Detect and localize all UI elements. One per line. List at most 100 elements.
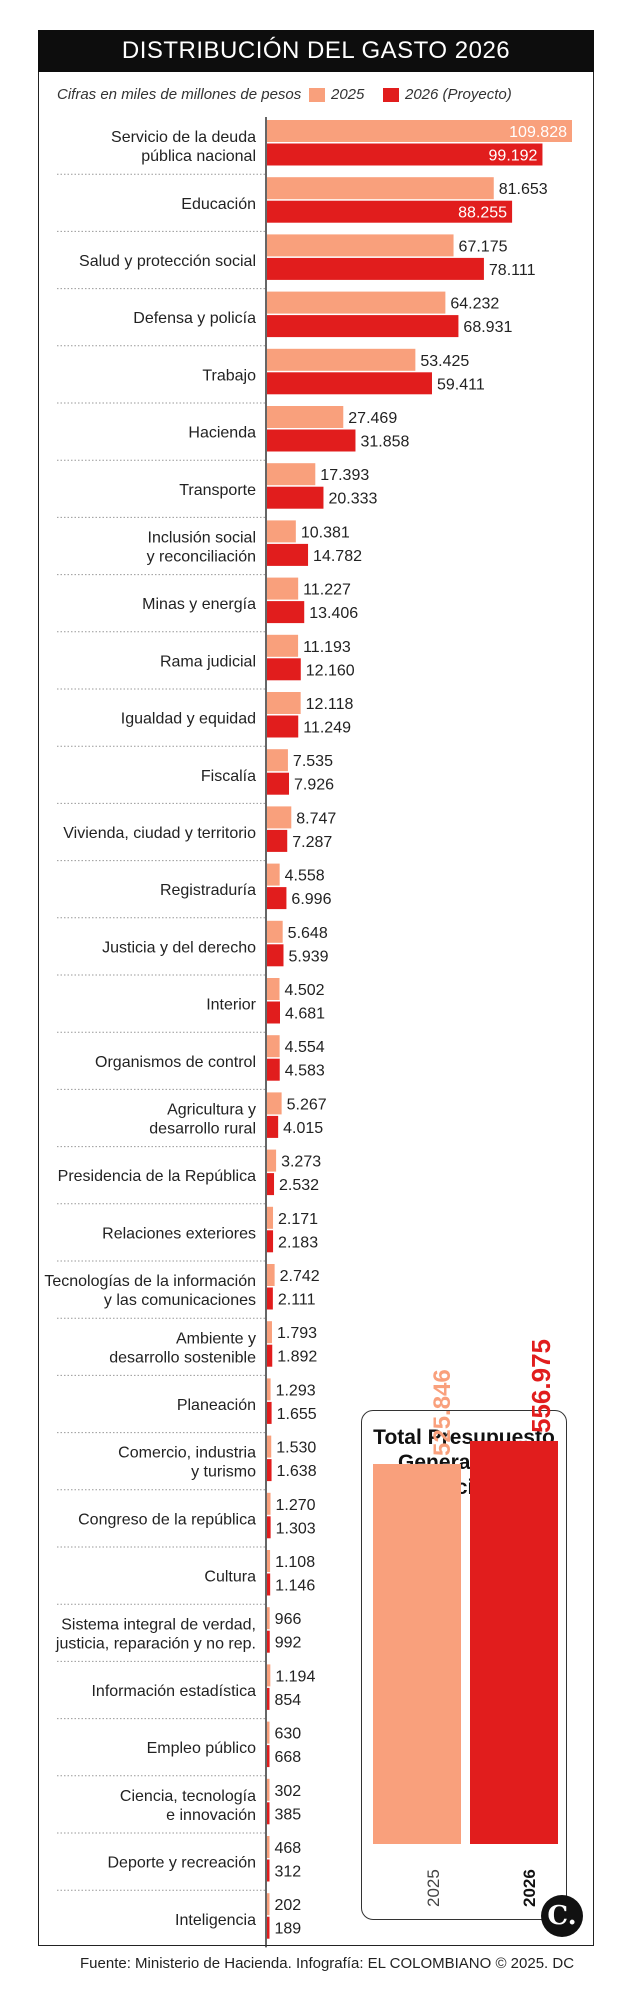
category-label: Relaciones exteriores bbox=[102, 1225, 256, 1242]
legend-label-2026: 2026 (Proyecto) bbox=[405, 86, 512, 103]
legend-swatch-2026 bbox=[383, 87, 399, 102]
bar-2025 bbox=[267, 634, 299, 657]
bar-2026 bbox=[267, 944, 284, 967]
value-label-2026: 13.406 bbox=[309, 605, 358, 622]
category-label: Hacienda bbox=[188, 425, 256, 442]
value-label-2025: 10.381 bbox=[301, 524, 350, 541]
bar-2025 bbox=[267, 863, 280, 886]
chart-subtitle: Cifras en miles de millones de pesos bbox=[57, 86, 302, 103]
value-label-2025: 2.742 bbox=[280, 1268, 320, 1285]
category-label: Ambiente y bbox=[176, 1330, 256, 1347]
value-label-2026: 1.303 bbox=[276, 1520, 316, 1537]
category-label: Inclusión social bbox=[148, 530, 257, 547]
bar-2025 bbox=[267, 463, 316, 486]
category-label: Registraduría bbox=[160, 882, 256, 899]
value-label-2025: 4.502 bbox=[285, 982, 325, 999]
value-label-2026: 31.858 bbox=[360, 434, 409, 451]
category-label: Minas y energía bbox=[142, 596, 256, 613]
bar-2025 bbox=[267, 177, 494, 200]
category-label: Empleo público bbox=[147, 1740, 257, 1757]
bar-2026 bbox=[267, 429, 356, 452]
bar-2026 bbox=[267, 829, 288, 852]
value-label-2025: 4.558 bbox=[285, 868, 325, 885]
value-label-2026: 7.926 bbox=[294, 777, 334, 794]
value-label-2026: 78.111 bbox=[489, 262, 536, 279]
bar-2025 bbox=[267, 806, 292, 829]
total-value-2025: 525.846 bbox=[429, 1369, 456, 1456]
value-label-2026: 854 bbox=[275, 1692, 302, 1709]
bar-2025 bbox=[267, 1893, 270, 1916]
value-label-2025: 8.747 bbox=[296, 810, 336, 827]
chart-title: DISTRIBUCIÓN DEL GASTO 2026 bbox=[38, 30, 594, 72]
bar-2025 bbox=[267, 749, 288, 772]
bar-2026 bbox=[267, 372, 432, 395]
value-label-2026: 99.192 bbox=[489, 148, 538, 165]
value-label-2025: 27.469 bbox=[348, 410, 397, 427]
value-label-2025: 5.267 bbox=[287, 1096, 327, 1113]
value-label-2026: 11.249 bbox=[303, 720, 351, 737]
value-label-2025: 81.653 bbox=[499, 181, 548, 198]
value-label-2025: 17.393 bbox=[320, 467, 369, 484]
total-bar-2026 bbox=[470, 1441, 558, 1844]
bar-2026 bbox=[267, 1802, 270, 1825]
value-label-2025: 1.194 bbox=[275, 1668, 315, 1685]
bar-2026 bbox=[267, 1115, 279, 1138]
bar-2025 bbox=[267, 1149, 277, 1172]
category-label: Educación bbox=[181, 196, 256, 213]
bar-2025 bbox=[267, 234, 454, 257]
bar-2025 bbox=[267, 920, 283, 943]
category-label: Congreso de la república bbox=[78, 1511, 256, 1528]
value-label-2026: 2.183 bbox=[278, 1234, 318, 1251]
bar-2026 bbox=[267, 887, 287, 910]
category-label: Organismos de control bbox=[95, 1054, 256, 1071]
value-label-2026: 6.996 bbox=[291, 891, 331, 908]
bar-2026 bbox=[267, 1230, 274, 1253]
value-label-2025: 5.648 bbox=[288, 925, 328, 942]
bar-2026 bbox=[267, 143, 543, 166]
category-label: Inteligencia bbox=[175, 1912, 256, 1929]
category-label: Transporte bbox=[179, 482, 256, 499]
bar-2026 bbox=[267, 1859, 270, 1882]
total-year-2025: 2025 bbox=[424, 1869, 443, 1907]
bar-2026 bbox=[267, 1344, 273, 1367]
bar-2025 bbox=[267, 1778, 270, 1801]
category-label: Ciencia, tecnología bbox=[120, 1788, 256, 1805]
bar-2025 bbox=[267, 1035, 280, 1058]
bar-2026 bbox=[267, 658, 301, 681]
category-label: Cultura bbox=[204, 1569, 256, 1586]
bar-2026 bbox=[267, 1516, 271, 1539]
value-label-2025: 1.108 bbox=[275, 1554, 315, 1571]
value-label-2026: 1.655 bbox=[277, 1406, 317, 1423]
value-label-2025: 109.828 bbox=[509, 124, 567, 141]
bar-2026 bbox=[267, 1401, 272, 1424]
value-label-2025: 67.175 bbox=[459, 238, 508, 255]
bar-2025 bbox=[267, 1664, 271, 1687]
category-label: Fiscalía bbox=[201, 768, 256, 785]
bar-2025 bbox=[267, 1321, 272, 1344]
value-label-2025: 1.793 bbox=[277, 1325, 317, 1342]
category-label: Servicio de la deuda bbox=[111, 129, 256, 146]
total-year-2026: 2026 bbox=[520, 1869, 539, 1907]
bar-2025 bbox=[267, 520, 296, 543]
value-label-2026: 2.111 bbox=[278, 1292, 316, 1309]
bar-2026 bbox=[267, 1459, 272, 1482]
category-label: Comercio, industria bbox=[118, 1445, 256, 1462]
category-label: Información estadística bbox=[91, 1683, 256, 1700]
category-label: desarrollo rural bbox=[149, 1121, 256, 1138]
bar-2025 bbox=[267, 978, 280, 1000]
category-label: Vivienda, ciudad y territorio bbox=[63, 825, 256, 842]
category-label: desarrollo sostenible bbox=[109, 1349, 256, 1366]
category-label: y las comunicaciones bbox=[104, 1292, 256, 1309]
bar-2026 bbox=[267, 543, 309, 566]
category-label: Justicia y del derecho bbox=[102, 939, 256, 956]
legend-item-2026: 2026 (Proyecto) bbox=[383, 86, 512, 103]
value-label-2026: 4.681 bbox=[285, 1006, 325, 1023]
value-label-2025: 1.293 bbox=[276, 1382, 316, 1399]
value-label-2025: 1.270 bbox=[276, 1497, 316, 1514]
category-label: Tecnologías de la información bbox=[44, 1273, 256, 1290]
bar-2026 bbox=[267, 772, 290, 795]
value-label-2026: 385 bbox=[275, 1806, 302, 1823]
category-label: Defensa y policía bbox=[133, 310, 256, 327]
bar-2025 bbox=[267, 1435, 272, 1458]
value-label-2026: 1.638 bbox=[277, 1463, 317, 1480]
